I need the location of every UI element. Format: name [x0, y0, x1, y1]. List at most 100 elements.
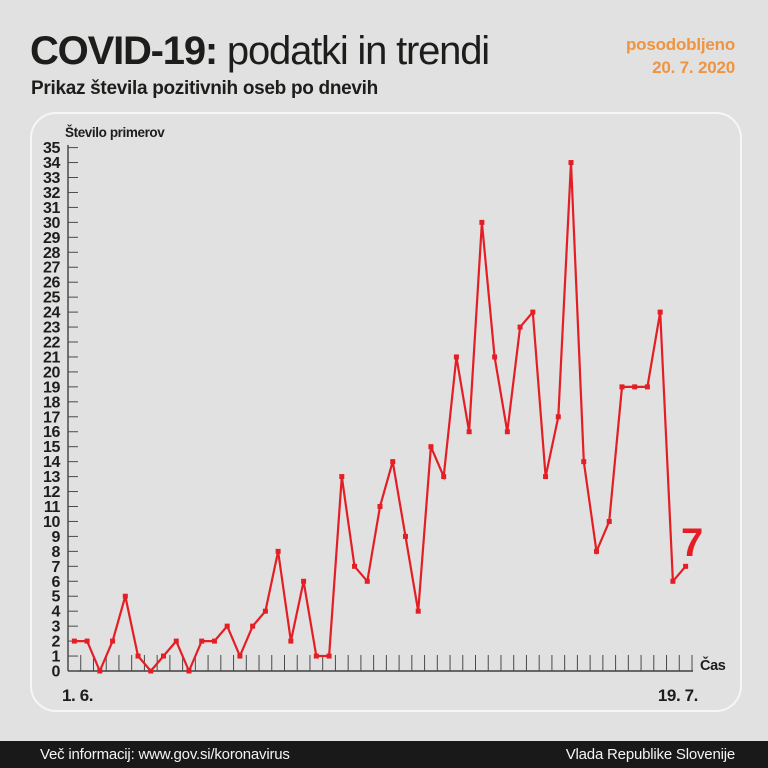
page-title-regular: podatki in trendi	[217, 29, 490, 73]
y-tick-label: 12	[43, 484, 60, 501]
y-tick-label: 6	[52, 574, 61, 591]
y-tick-label: 35	[43, 140, 60, 157]
data-point	[581, 459, 587, 465]
data-point	[428, 444, 434, 450]
data-point	[199, 638, 205, 644]
data-point	[161, 653, 167, 659]
data-point	[606, 518, 612, 524]
last-value-annotation: 7	[681, 521, 703, 565]
data-point	[415, 608, 421, 614]
y-tick-label: 1	[52, 649, 61, 666]
y-tick-label: 19	[43, 379, 60, 396]
data-point	[517, 324, 523, 330]
data-point	[364, 578, 370, 584]
y-tick-label: 23	[43, 320, 60, 337]
y-tick-label: 33	[43, 170, 60, 187]
y-axis-title: Število primerov	[65, 125, 165, 140]
data-point	[237, 653, 243, 659]
data-point	[186, 668, 192, 674]
data-point	[352, 563, 358, 569]
data-point	[568, 160, 574, 166]
data-point	[543, 474, 549, 480]
chart-markers	[71, 160, 689, 674]
updated-label: posodobljeno	[625, 35, 735, 54]
y-tick-label: 20	[43, 364, 60, 381]
y-tick-label: 30	[43, 215, 60, 232]
y-tick-label: 3	[52, 619, 61, 636]
x-axis-title: Čas	[700, 656, 726, 674]
footer-bar: Več informacij: www.gov.si/koronavirus V…	[0, 741, 768, 768]
y-tick-label: 24	[43, 305, 60, 322]
y-tick-label: 2	[52, 634, 61, 651]
y-tick-label: 27	[43, 260, 60, 277]
data-point	[632, 384, 638, 390]
footer-government-label: Vlada Republike Slovenije	[565, 746, 735, 763]
data-point	[135, 653, 141, 659]
y-tick-label: 17	[43, 409, 60, 426]
y-tick-label: 31	[43, 200, 60, 217]
y-tick-label: 7	[52, 559, 61, 576]
data-point	[504, 429, 510, 435]
y-tick-label: 0	[52, 664, 61, 681]
updated-date: 20. 7. 2020	[652, 58, 735, 77]
data-point	[492, 354, 498, 360]
data-point	[224, 623, 230, 629]
y-tick-label: 10	[43, 514, 60, 531]
data-point	[670, 578, 676, 584]
data-point	[453, 354, 459, 360]
y-tick-label: 26	[43, 275, 60, 292]
y-tick-label: 14	[43, 454, 60, 471]
y-tick-label: 5	[52, 589, 61, 606]
data-point	[402, 533, 408, 539]
y-tick-label: 16	[43, 424, 60, 441]
data-point	[530, 309, 536, 315]
data-point	[275, 548, 281, 554]
updated-badge: posodobljeno 20. 7. 2020	[626, 33, 735, 79]
y-tick-label: 13	[43, 469, 60, 486]
data-point	[122, 593, 128, 599]
data-point	[441, 474, 447, 480]
y-tick-label: 32	[43, 185, 60, 202]
y-tick-label: 25	[43, 290, 60, 307]
data-point	[313, 653, 319, 659]
y-tick-label: 15	[43, 439, 60, 456]
data-point	[390, 459, 396, 465]
y-tick-label: 9	[52, 529, 61, 546]
data-point	[250, 623, 256, 629]
y-tick-label: 8	[52, 544, 61, 561]
data-point	[683, 563, 689, 569]
data-point	[288, 638, 294, 644]
data-point	[148, 668, 154, 674]
data-point	[593, 548, 599, 554]
y-tick-label: 29	[43, 230, 60, 247]
data-point	[339, 474, 345, 480]
chart-subtitle: Prikaz števila pozitivnih oseb po dnevih	[31, 78, 378, 99]
chart-line	[74, 162, 687, 674]
y-tick-label: 4	[52, 604, 61, 621]
data-point	[110, 638, 116, 644]
page-title: COVID-19: podatki in trendi	[30, 29, 490, 73]
y-tick-label: 34	[43, 155, 60, 172]
data-point	[555, 414, 561, 420]
y-tick-label: 21	[43, 349, 60, 366]
y-tick-label: 28	[43, 245, 60, 262]
data-point	[377, 504, 383, 510]
data-point	[657, 309, 663, 315]
data-point	[619, 384, 625, 390]
y-tick-label: 18	[43, 394, 60, 411]
page-title-bold: COVID-19:	[30, 29, 218, 73]
data-point	[644, 384, 650, 390]
data-point	[301, 578, 307, 584]
data-point	[262, 608, 268, 614]
data-point	[173, 638, 179, 644]
y-tick-labels: 0123456789101112131415161718192021222324…	[43, 140, 78, 681]
x-end-label: 19. 7.	[658, 686, 698, 705]
y-tick-label: 22	[43, 335, 60, 352]
data-point	[326, 653, 332, 659]
data-point	[211, 638, 217, 644]
footer-info-url: Več informacij: www.gov.si/koronavirus	[40, 746, 290, 763]
x-start-label: 1. 6.	[62, 686, 93, 705]
data-point	[84, 638, 90, 644]
